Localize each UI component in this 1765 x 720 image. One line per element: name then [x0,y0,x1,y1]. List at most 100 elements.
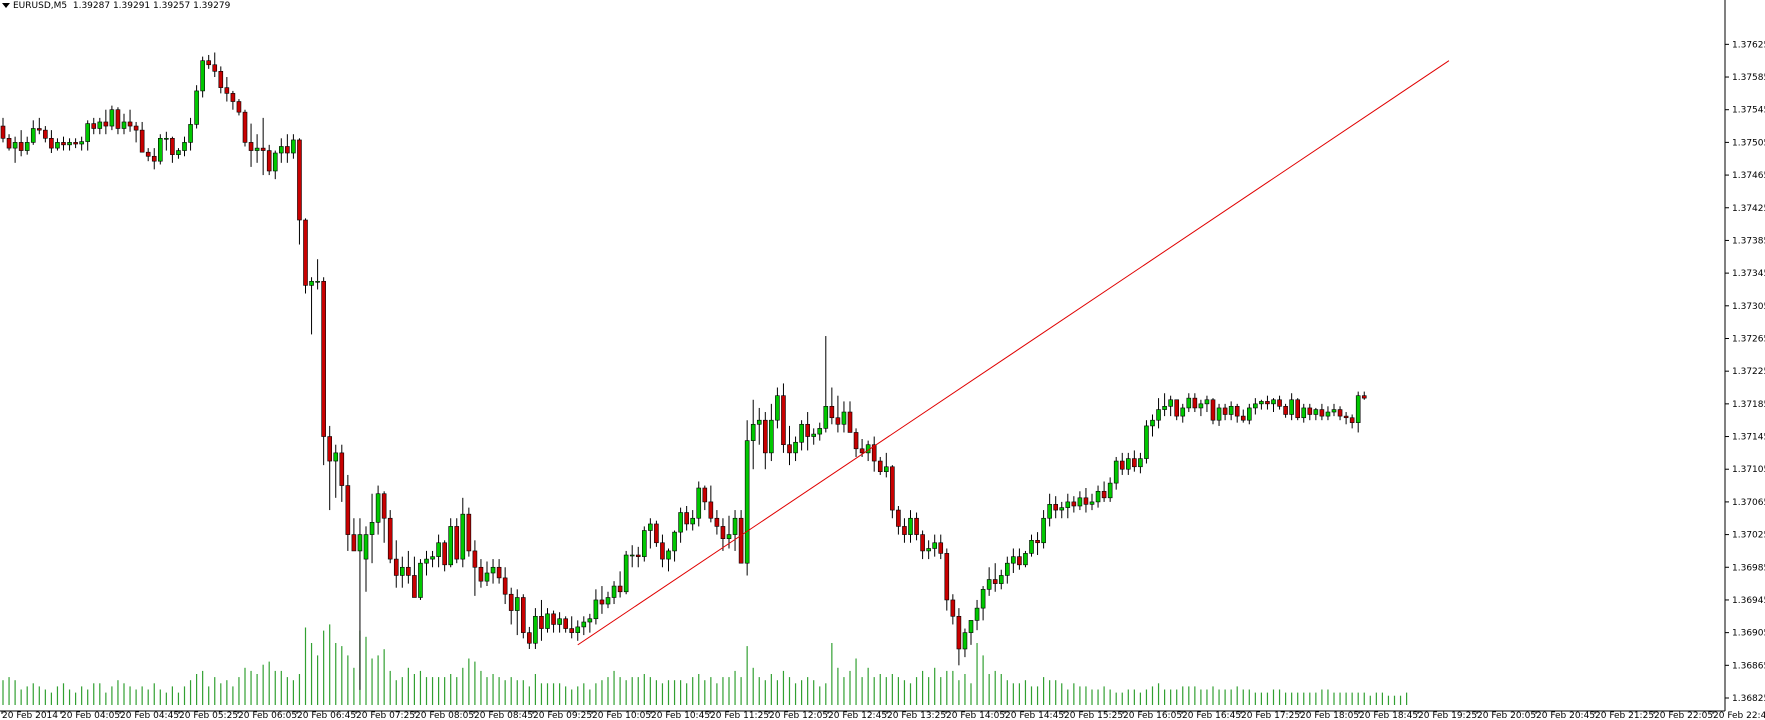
candle-body [672,531,677,552]
candle [998,569,1004,590]
candle-body [1065,501,1071,508]
candle [720,518,726,551]
candle [291,134,296,159]
candle [1011,548,1016,573]
candle [932,534,938,557]
candle-body [1071,501,1077,507]
candle [805,412,810,451]
candle-body [551,613,556,625]
candle-body [242,111,248,143]
candle [962,628,968,658]
candle-body [67,142,72,146]
candle [738,510,744,564]
candle-body [266,150,272,172]
candle [641,526,647,562]
candle [248,123,254,167]
candle-body [545,613,550,629]
candle-body [1107,482,1113,499]
candle [793,436,798,462]
candle [853,428,859,457]
candle-body [218,71,224,88]
candle [1180,403,1186,423]
candle-body [1295,399,1300,419]
candle-body [877,460,883,472]
price-tick-label: 1.36905 [1732,629,1765,639]
candle-body [962,632,968,650]
candle [1029,534,1034,557]
candle [61,136,66,151]
candle-body [1277,399,1282,407]
candle-body [1113,460,1119,484]
candle-body [200,60,205,92]
candle-body [109,109,115,127]
candle [206,54,211,69]
candle [424,550,429,576]
candle [297,138,302,245]
candle-body [418,562,423,598]
candle [1361,391,1367,400]
candle [986,567,992,596]
candle-body [1089,501,1095,505]
candle-body [399,566,405,576]
candle [684,505,689,531]
candle-body [24,142,30,151]
candle-body [1138,458,1143,468]
candle [36,117,42,135]
candle-body [853,432,859,450]
candle [908,510,913,543]
candle-body [1017,556,1022,566]
candle-body [660,542,665,560]
candle [551,610,556,633]
price-tick-label: 1.37025 [1732,531,1765,541]
candle [502,567,508,605]
candle [968,620,974,645]
candle [980,586,986,621]
collapse-triangle-icon[interactable] [2,3,10,8]
candle-body [55,142,60,149]
candle [992,563,998,592]
candle [1355,391,1361,433]
candle-body [30,128,36,143]
candle-body [6,138,12,149]
candle [1004,556,1010,584]
candle-body [43,129,48,139]
candle [212,52,218,78]
candle-body [871,444,877,462]
candle-body [1198,403,1204,409]
candle [30,120,36,145]
candle-body [375,493,381,523]
price-tick-label: 1.37505 [1732,138,1765,148]
candle [43,126,48,143]
candle [1301,403,1307,423]
ohlc-readout: 1.39287 1.39291 1.39257 1.39279 [72,1,231,11]
candle-body [702,487,708,503]
candle-body [412,575,417,598]
time-tick-label: 20 Feb 16:45 [1182,711,1241,720]
candle [236,99,242,116]
candle-body [799,423,804,443]
candle-body [291,139,296,154]
candle [533,608,538,649]
price-tick-label: 1.37145 [1732,433,1765,443]
candle-body [236,101,242,113]
candle-body [1162,406,1167,410]
candle [877,456,883,475]
candle [1240,409,1246,423]
candle [920,530,925,560]
candle [1107,477,1113,502]
candle-body [1331,409,1337,413]
candle-body [557,618,562,625]
candle [938,534,944,560]
candle-body [599,599,605,605]
candle-body [1307,407,1313,415]
candle [436,534,441,568]
time-tick-label: 20 Feb 19:25 [1418,711,1477,720]
candle [520,594,526,639]
candle [623,550,629,595]
candle-body [1011,556,1016,564]
candle [775,387,780,429]
candle-body [817,428,823,435]
candle [381,491,387,543]
